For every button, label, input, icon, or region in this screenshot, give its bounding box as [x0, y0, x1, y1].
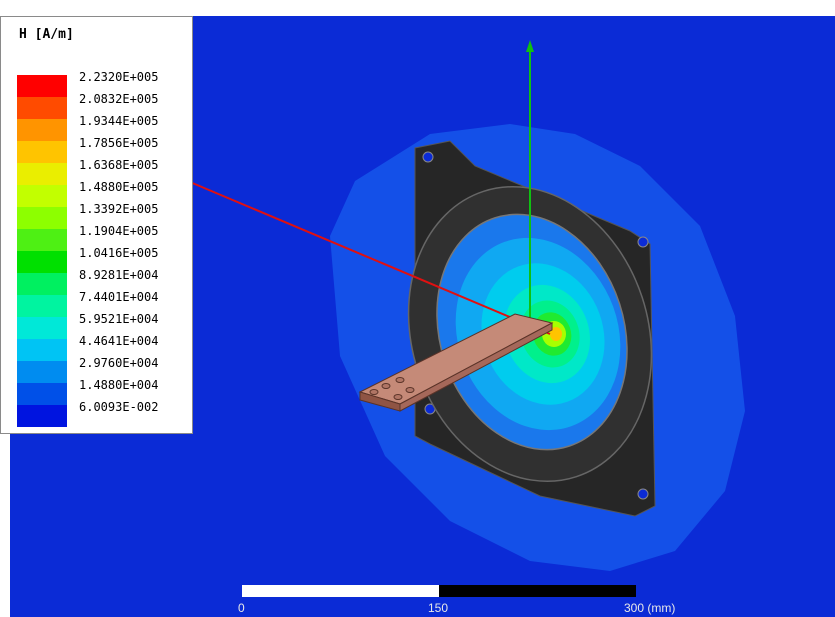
scale-bar-white-segment — [242, 585, 439, 597]
x-axis-line — [189, 181, 551, 335]
legend-swatch — [17, 163, 67, 185]
scale-tick-300: 300 (mm) — [624, 601, 676, 615]
legend-level-label: 1.9344E+005 — [79, 114, 159, 128]
legend-swatch — [17, 383, 67, 405]
legend-swatch — [17, 317, 67, 339]
field-plot-scene[interactable] — [10, 16, 835, 617]
scale-bar — [242, 585, 636, 597]
legend-level-label: 1.4880E+004 — [79, 378, 159, 392]
busbar-hole — [405, 387, 415, 393]
scale-bar-black-segment — [439, 585, 636, 597]
legend-level-label: 1.1904E+005 — [79, 224, 159, 238]
legend-level-label: 7.4401E+004 — [79, 290, 159, 304]
legend-level-label: 1.4880E+005 — [79, 180, 159, 194]
scale-tick-0: 0 — [238, 601, 245, 615]
legend-swatch — [17, 339, 67, 361]
legend-swatch — [17, 119, 67, 141]
legend-title: H [A/m] — [19, 27, 74, 42]
field-legend[interactable]: H [A/m] 2.2320E+005 2.0832E+005 1.9344E+00… — [0, 16, 193, 434]
busbar-hole — [395, 377, 405, 383]
view-title — [290, 0, 630, 16]
busbar-hole — [381, 383, 391, 389]
legend-level-label: 2.9760E+004 — [79, 356, 159, 370]
legend-swatch — [17, 75, 67, 97]
legend-swatch — [17, 97, 67, 119]
scale-tick-150: 150 — [428, 601, 449, 615]
legend-level-label: 5.9521E+004 — [79, 312, 159, 326]
legend-level-label: 1.6368E+005 — [79, 158, 159, 172]
legend-level-label: 2.0832E+005 — [79, 92, 159, 106]
busbar-front — [399, 322, 553, 412]
legend-level-label: 1.0416E+005 — [79, 246, 159, 260]
legend-swatch — [17, 141, 67, 163]
busbar-hole — [393, 394, 403, 400]
legend-swatch — [17, 273, 67, 295]
legend-swatch — [17, 405, 67, 427]
legend-level-label: 1.7856E+005 — [79, 136, 159, 150]
busbar-hole — [369, 389, 379, 395]
legend-swatch — [17, 251, 67, 273]
flange-hole — [637, 488, 649, 500]
legend-swatch — [17, 207, 67, 229]
legend-swatch — [17, 295, 67, 317]
flange-hole — [422, 151, 434, 163]
flange-hole — [637, 236, 649, 248]
legend-level-label: 2.2320E+005 — [79, 70, 159, 84]
legend-level-label: 4.4641E+004 — [79, 334, 159, 348]
legend-level-label: 6.0093E-002 — [79, 400, 159, 414]
3d-viewport[interactable] — [10, 16, 835, 617]
inner-field-9 — [550, 327, 562, 341]
busbar-part — [358, 313, 554, 412]
legend-level-label: 1.3392E+005 — [79, 202, 159, 216]
y-axis-arrow-icon — [526, 40, 534, 52]
legend-swatch — [17, 185, 67, 207]
legend-level-label: 8.9281E+004 — [79, 268, 159, 282]
legend-swatch — [17, 229, 67, 251]
legend-swatch — [17, 361, 67, 383]
